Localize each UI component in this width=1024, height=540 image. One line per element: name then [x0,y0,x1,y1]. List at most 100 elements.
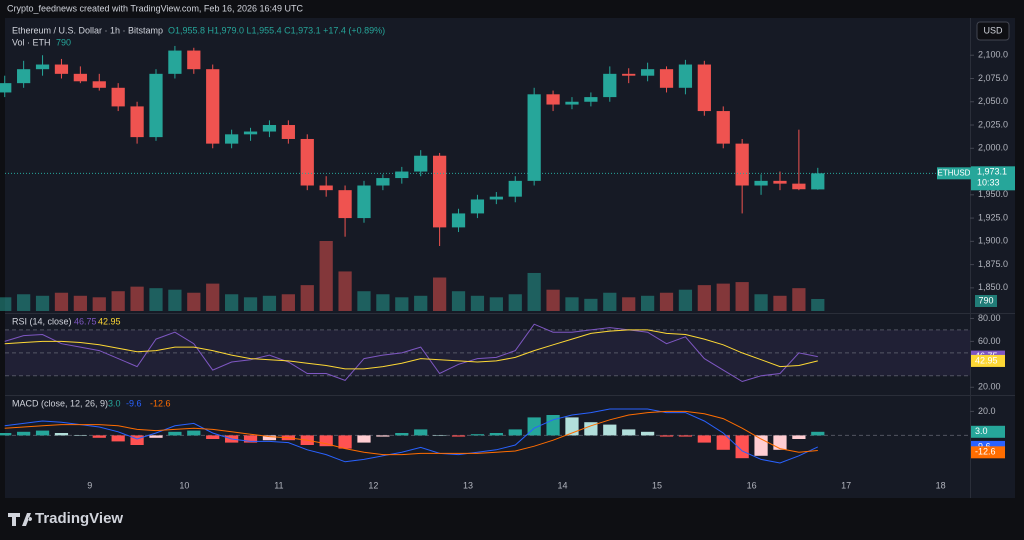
volume-bar [414,295,428,311]
volume-bar [735,282,749,311]
candle-body [811,173,825,190]
volume-bar [0,297,12,311]
candle-body [168,50,182,74]
volume-bar [565,297,579,311]
volume-bar [489,297,503,311]
countdown: 10:33 [977,178,1000,188]
x-tick-label: 9 [87,480,92,490]
volume-bar [54,292,69,311]
macd-histogram-bar [92,435,106,438]
candle-body [773,180,787,184]
macd-histogram-bar [73,435,87,436]
rsi-title: RSI (14, close) [12,316,72,326]
candle-body [300,138,314,186]
candle-body [319,185,333,191]
macd-legend: -9.6 [126,398,142,408]
rsi-scale-label: 42.95 [975,355,998,365]
macd-histogram-bar [149,435,163,438]
y-tick-label: 2,025.0 [978,119,1008,129]
macd-hist-badge [971,425,1005,438]
volume-bar [225,294,239,311]
x-tick-label: 12 [368,480,378,490]
y-tick-label: 1,850.0 [978,282,1008,292]
currency-button[interactable] [976,21,1010,41]
volume-bar [773,295,787,311]
macd-histogram-bar [792,435,806,439]
macd-histogram-bar [168,431,182,436]
macd-histogram-bar [395,433,409,436]
macd-histogram-bar [584,422,598,436]
candle-body [73,73,87,82]
x-tick-label: 15 [652,480,662,490]
macd-histogram-bar [243,435,258,443]
volume-bar [376,294,390,311]
y-tick-label: 80.00 [978,313,1001,323]
candle-body [489,196,503,200]
volume-scale-label: 790 [978,295,993,305]
volume-bar [281,294,295,311]
brand-logo [8,513,33,526]
volume-bar [527,272,541,311]
rsi-line [4,323,818,383]
macd-histogram-bar [470,434,485,436]
volume-bar [111,291,125,311]
volume-bar [640,295,655,311]
y-tick-label: 1,900.0 [978,236,1008,246]
x-tick-label: 10 [179,480,189,490]
rsi-line [4,329,818,370]
rsi-ma-legend: 42.95 [98,316,121,326]
y-tick-label: 1,925.0 [978,212,1008,222]
x-tick-label: 17 [841,480,851,490]
x-tick-label: 16 [747,480,757,490]
macd-histogram-bar [262,435,277,441]
macd-histogram-bar [640,431,655,436]
candle-body [262,125,277,132]
macd-histogram-bar [451,435,466,437]
macd-scale-label: -12.6 [975,447,996,457]
volume-bar [792,288,806,311]
volume-bar [395,297,409,311]
macd-histogram-bar [622,429,636,436]
volume-bar [470,295,485,311]
candle-body [54,64,69,74]
volume-bar [243,297,258,311]
candle-body [414,155,428,172]
volume-bar [754,294,768,311]
volume-bar [603,292,617,311]
macd-line [4,410,818,456]
volume-bar [357,291,371,311]
macd-line [4,408,819,464]
y-tick-label: 1,875.0 [978,259,1008,269]
volume-bar [546,289,560,311]
candle-body [130,106,144,138]
chart-area [5,18,1015,498]
macd-histogram-bar [54,433,69,436]
macd-histogram-bar [319,435,333,447]
y-tick-label: 2,000.0 [978,143,1008,153]
watermark: Crypto_feednews created with TradingView… [7,3,303,13]
symbol-title: Ethereum / U.S. Dollar · 1h · Bitstamp [12,25,163,35]
macd-histogram-bar [716,435,730,450]
candle-body [622,73,636,76]
price-label: 1,973.1 [977,167,1007,177]
x-tick-label: 14 [558,480,568,490]
candle-body [281,125,295,139]
candle-body [697,64,711,112]
price-badge [971,166,1015,191]
y-tick-label: 2,100.0 [978,50,1008,60]
volume-bar [17,294,31,311]
rsi-badge [971,354,1005,367]
macd-histogram-bar [489,433,503,436]
currency[interactable]: USD [983,25,1003,35]
macd-histogram-bar [678,435,693,437]
y-tick-label: 20.0 [978,406,996,416]
macd-histogram-bar [546,415,560,436]
volume-bar [187,292,201,311]
volume-bar [716,283,730,311]
macd-title: MACD (close, 12, 26, 9) [12,398,108,408]
macd-histogram-bar [17,431,31,436]
volume-bar [35,295,50,311]
volume-bar [206,283,220,311]
candle-body [243,131,258,135]
